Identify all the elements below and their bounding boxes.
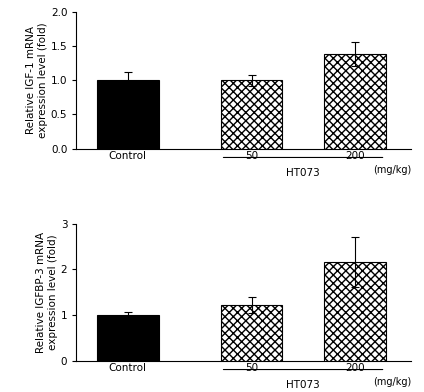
Text: (mg/kg): (mg/kg) [373,377,411,387]
Bar [220,80,282,149]
Bar [97,315,159,361]
Bar [97,80,159,149]
Y-axis label: Relative IGFBP-3 mRNA
expression level (fold): Relative IGFBP-3 mRNA expression level (… [36,232,58,353]
Bar [220,305,282,361]
Bar [324,262,385,361]
Text: HT073: HT073 [286,168,320,178]
Text: (mg/kg): (mg/kg) [373,165,411,175]
Bar [324,54,385,149]
Text: HT073: HT073 [286,380,320,390]
Y-axis label: Relative IGF-1 mRNA
expression level (fold): Relative IGF-1 mRNA expression level (fo… [26,22,48,138]
